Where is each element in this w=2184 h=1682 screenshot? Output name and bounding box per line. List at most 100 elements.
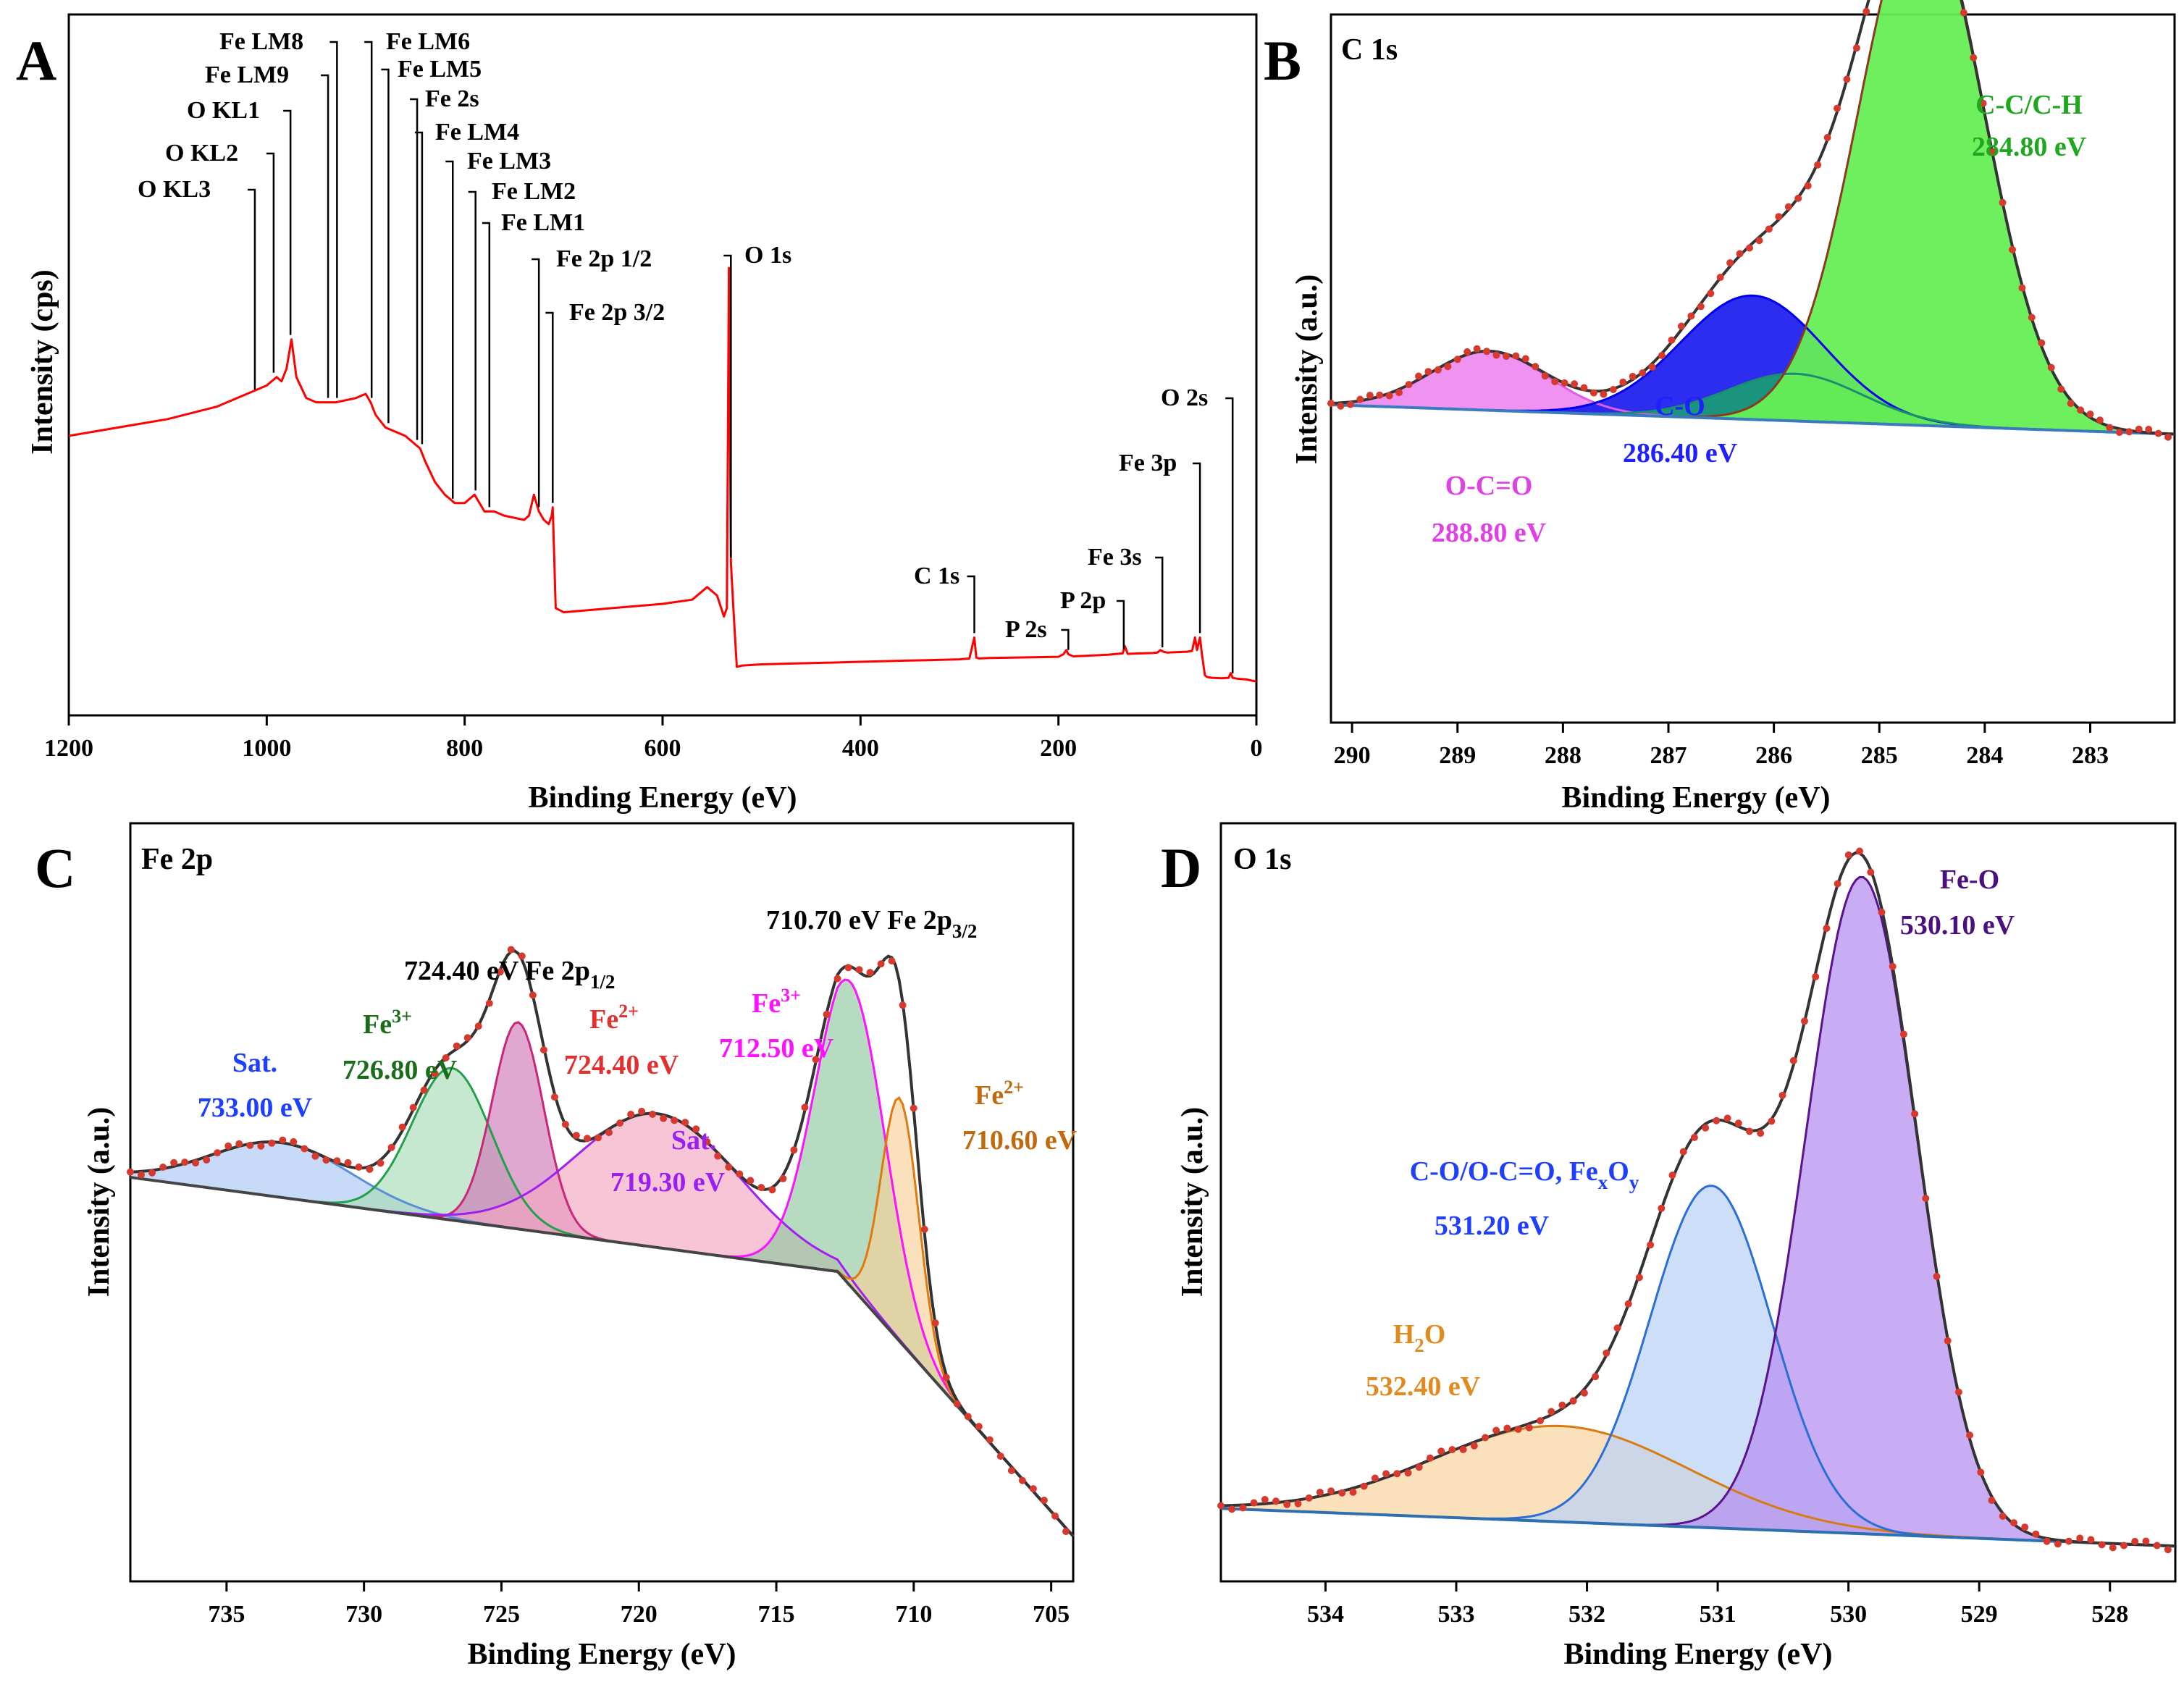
- raw-data-point: [1589, 389, 1597, 397]
- panel-d-ylabel: Intensity (a.u.): [1176, 1107, 1209, 1298]
- raw-data-point: [1537, 1417, 1544, 1425]
- raw-data-point: [1647, 1241, 1655, 1249]
- d-label-co-sub-y: y: [1629, 1172, 1639, 1193]
- raw-data-point: [1569, 1397, 1577, 1405]
- raw-data-point: [159, 1164, 167, 1171]
- peak-leader-line: [364, 41, 373, 398]
- c-label-sat2-energy: 719.30 eV: [610, 1167, 726, 1198]
- raw-data-point: [1784, 203, 1792, 211]
- raw-data-point: [1979, 99, 1987, 107]
- component-fill: [1221, 877, 2175, 1547]
- raw-data-point: [1889, 962, 1897, 970]
- raw-data-point: [1911, 1110, 1919, 1118]
- raw-data-point: [1444, 363, 1452, 371]
- raw-data-point: [1283, 1500, 1291, 1508]
- raw-data-point: [246, 1141, 254, 1149]
- c-label-2p12: 724.40 eV Fe 2p1/2: [404, 956, 615, 993]
- panel-b-frame: [1330, 13, 2176, 724]
- raw-data-point: [1483, 348, 1491, 356]
- raw-data-point: [290, 1138, 298, 1145]
- raw-data-point: [1600, 390, 1608, 398]
- raw-data-point: [1687, 312, 1695, 320]
- raw-data-point: [1999, 1513, 2007, 1520]
- raw-data-point: [1679, 1148, 1687, 1156]
- raw-data-point: [409, 1103, 417, 1111]
- panel-a-x-ticks: 1200 1000 800 600 400 200 0: [44, 715, 1263, 762]
- raw-data-point: [1514, 1426, 1522, 1433]
- raw-data-point: [2106, 424, 2114, 432]
- raw-data-point: [1327, 1487, 1335, 1495]
- raw-data-point: [1561, 379, 1568, 387]
- raw-data-point: [2109, 1544, 2117, 1552]
- raw-data-point: [1062, 1528, 1070, 1536]
- raw-data-point: [1629, 372, 1637, 380]
- raw-data-point: [1966, 1431, 1974, 1439]
- raw-data-point: [1977, 1468, 1985, 1476]
- x-tick-label: 1200: [44, 735, 93, 762]
- x-tick-label: 400: [842, 735, 879, 762]
- b-label-ocO: O-C=O: [1445, 471, 1533, 501]
- raw-data-point: [1697, 303, 1705, 311]
- raw-data-point: [1834, 104, 1841, 112]
- raw-data-point: [1492, 1426, 1500, 1434]
- background-line: [130, 1176, 1075, 1537]
- raw-data-point: [2032, 1530, 2040, 1538]
- peak-label-fe-2p12: Fe 2p 1/2: [556, 245, 652, 272]
- raw-data-point: [844, 964, 852, 972]
- raw-data-point: [529, 991, 537, 999]
- peak-label-fe-3p: Fe 3p: [1119, 450, 1177, 476]
- raw-data-point: [1823, 925, 1831, 933]
- raw-data-point: [757, 1184, 765, 1192]
- raw-data-point: [1794, 194, 1802, 202]
- envelope-line: [1330, 0, 2175, 436]
- c-label-2p32-sub: 3/2: [952, 920, 978, 942]
- peak-leader-line: [266, 152, 275, 373]
- raw-data-point: [2096, 416, 2104, 424]
- panel-c-fe2p: C Fe 2p 735 730 725 720 715 710 705 724.40 eV …: [35, 822, 1078, 1671]
- raw-data-point: [2054, 1540, 2062, 1548]
- raw-data-point: [1844, 851, 1852, 859]
- raw-data-point: [595, 1134, 602, 1142]
- raw-data-point: [1757, 1130, 1765, 1138]
- raw-data-point: [420, 1086, 428, 1094]
- panel-d-components: [1217, 847, 2176, 1554]
- raw-data-point: [1349, 1488, 1357, 1496]
- envelope-line: [130, 949, 1075, 1537]
- raw-data-point: [1437, 1447, 1445, 1455]
- panel-c-frame: [129, 822, 1075, 1583]
- c-label-fe2a-base: Fe: [589, 1004, 618, 1035]
- raw-data-point: [279, 1136, 287, 1144]
- raw-data-point: [1294, 1500, 1302, 1508]
- raw-data-point: [1775, 213, 1783, 221]
- raw-data-point: [398, 1123, 406, 1131]
- raw-data-point: [1580, 384, 1588, 392]
- raw-data-point: [823, 1011, 831, 1018]
- panel-a-peak-labels: O KL3 O KL2 O KL1 Fe LM9 Fe LM8 Fe LM6 F…: [138, 28, 1208, 643]
- raw-data-point: [964, 1413, 972, 1421]
- raw-data-point: [1376, 391, 1384, 399]
- panel-c-x-ticks: 735 730 725 720 715 710 705: [208, 1581, 1070, 1628]
- raw-data-point: [1933, 1272, 1941, 1280]
- raw-data-point: [2076, 1534, 2084, 1542]
- raw-data-point: [1989, 148, 1997, 156]
- raw-data-point: [1970, 54, 1978, 62]
- peak-leader-line: [1225, 397, 1234, 674]
- raw-data-point: [1448, 1446, 1456, 1454]
- raw-data-point: [1040, 1497, 1048, 1504]
- panel-d-label: D: [1161, 836, 1201, 899]
- raw-data-point: [1746, 244, 1753, 252]
- x-tick-label: 710: [895, 1601, 932, 1628]
- peak-label-o-1s: O 1s: [744, 242, 791, 269]
- raw-data-point: [1316, 1489, 1324, 1496]
- peak-leader-line: [532, 258, 540, 508]
- panel-c-xlabel: Binding Energy (eV): [467, 1638, 736, 1671]
- raw-data-point: [1382, 1470, 1390, 1478]
- raw-data-point: [214, 1149, 222, 1157]
- c-label-fe2a-energy: 724.40 eV: [564, 1050, 679, 1080]
- raw-data-point: [953, 1400, 961, 1408]
- raw-data-point: [1603, 1349, 1610, 1357]
- peak-leader-line: [381, 68, 390, 424]
- raw-data-point: [1250, 1499, 1258, 1507]
- raw-data-point: [1007, 1467, 1015, 1474]
- raw-data-point: [1658, 1204, 1666, 1212]
